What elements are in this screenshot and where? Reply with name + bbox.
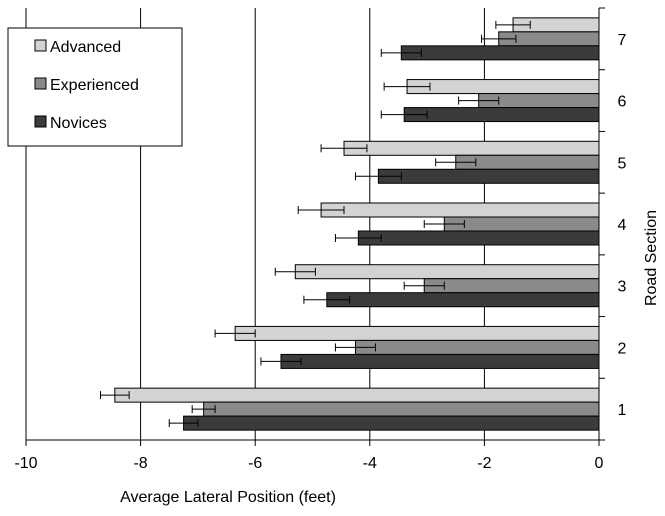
x-tick-label: -10 <box>14 455 37 472</box>
bars <box>114 17 600 431</box>
y-tick-label: 1 <box>618 402 627 419</box>
axes <box>25 7 605 446</box>
y-tick-label: 4 <box>618 217 627 234</box>
legend-label: Novices <box>50 115 107 132</box>
bar <box>357 230 600 246</box>
bar <box>423 278 600 294</box>
x-tick-label: -6 <box>248 455 262 472</box>
bar <box>183 415 600 431</box>
legend-swatch <box>34 39 47 52</box>
bar <box>294 264 600 280</box>
x-tick-label: -4 <box>363 455 377 472</box>
legend-label: Advanced <box>50 39 121 56</box>
bar <box>377 168 600 184</box>
bar <box>403 107 600 123</box>
x-tick-label: 0 <box>595 455 604 472</box>
y-tick-label: 6 <box>618 94 627 111</box>
bar <box>443 216 600 232</box>
legend-label: Experienced <box>50 77 139 94</box>
bar <box>400 45 600 61</box>
y-tick-labels: 1 2 3 4 5 6 7 <box>618 32 627 419</box>
legend: Advanced Experienced Novices <box>7 27 183 147</box>
bar <box>114 387 600 403</box>
x-tick-labels: -10 -8 -6 -4 -2 0 <box>14 455 603 472</box>
x-tick-label: -8 <box>133 455 147 472</box>
legend-swatch <box>34 77 47 90</box>
bar <box>406 79 600 95</box>
bar <box>203 401 600 417</box>
bar <box>320 202 600 218</box>
bar <box>234 325 600 341</box>
bar <box>326 292 600 308</box>
y-tick-label: 2 <box>618 340 627 357</box>
y-tick-label: 7 <box>618 32 627 49</box>
bar <box>343 140 600 156</box>
bar <box>455 154 600 170</box>
bar <box>280 353 600 369</box>
bar <box>354 339 600 355</box>
legend-swatch <box>34 115 47 128</box>
x-tick-label: -2 <box>477 455 491 472</box>
y-tick-label: 3 <box>618 279 627 296</box>
y-tick-label: 5 <box>618 155 627 172</box>
error-bars <box>99 20 531 428</box>
y-axis-title: Road Section <box>643 210 660 306</box>
x-axis-title: Average Lateral Position (feet) <box>120 489 336 506</box>
